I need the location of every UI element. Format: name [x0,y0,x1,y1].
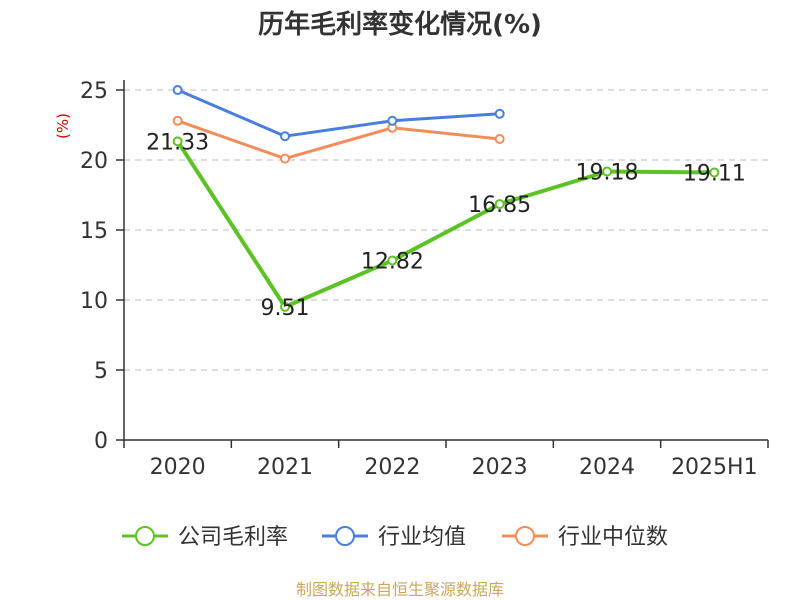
data-point [280,301,290,312]
y-tick-label: 10 [80,289,108,314]
axes: 0 5 10 15 20 25 2020 2021 2022 2023 2024 2025H1 [80,79,769,480]
y-tick-label: 0 [94,429,108,454]
x-tick-label: 2023 [472,455,528,480]
data-point [172,115,183,126]
data-label: 9.51 [261,296,310,321]
source-note: 制图数据来自恒生聚源数据库 [296,580,504,599]
x-tick-label: 2024 [579,455,635,480]
y-tick-label: 5 [94,359,108,384]
data-labels: 21.33 9.51 12.82 16.85 19.18 19.11 [146,130,746,320]
data-label: 19.11 [683,161,746,186]
x-tick-label: 2022 [364,455,420,480]
series-line-industry-avg [177,88,500,138]
legend-label: 行业均值 [378,525,466,550]
data-point [494,134,505,144]
data-label: 21.33 [146,130,209,155]
legend: 公司毛利率 行业均值 行业中位数 [122,525,668,550]
data-point [172,85,183,95]
data-point [709,167,720,178]
legend-marker [335,526,355,546]
legend-label: 行业中位数 [558,525,668,550]
legend-marker [515,526,535,546]
series-line-industry-median [177,119,500,161]
y-axis-unit: (%) [54,113,72,139]
data-point [494,199,505,210]
y-tick-label: 20 [80,149,108,174]
data-point [494,108,505,119]
data-point [280,153,290,164]
legend-label: 公司毛利率 [178,525,288,550]
series-line-company [175,140,715,309]
data-point [387,115,398,126]
data-point [387,255,398,266]
data-point [172,136,183,147]
data-label: 16.85 [468,193,531,218]
x-tick-label: 2021 [257,455,313,480]
chart-title: 历年毛利率变化情况(%) [258,9,542,40]
data-point [602,166,612,177]
x-tick-label: 2025H1 [671,455,758,480]
x-tick-label: 2020 [150,455,206,480]
data-point [280,131,290,142]
y-tick-label: 15 [80,219,108,244]
y-tick-label: 25 [80,79,108,104]
legend-marker [135,526,155,546]
data-label: 19.18 [576,160,639,185]
gridlines [124,89,768,371]
series-layer [172,85,720,312]
data-label: 12.82 [361,250,424,275]
